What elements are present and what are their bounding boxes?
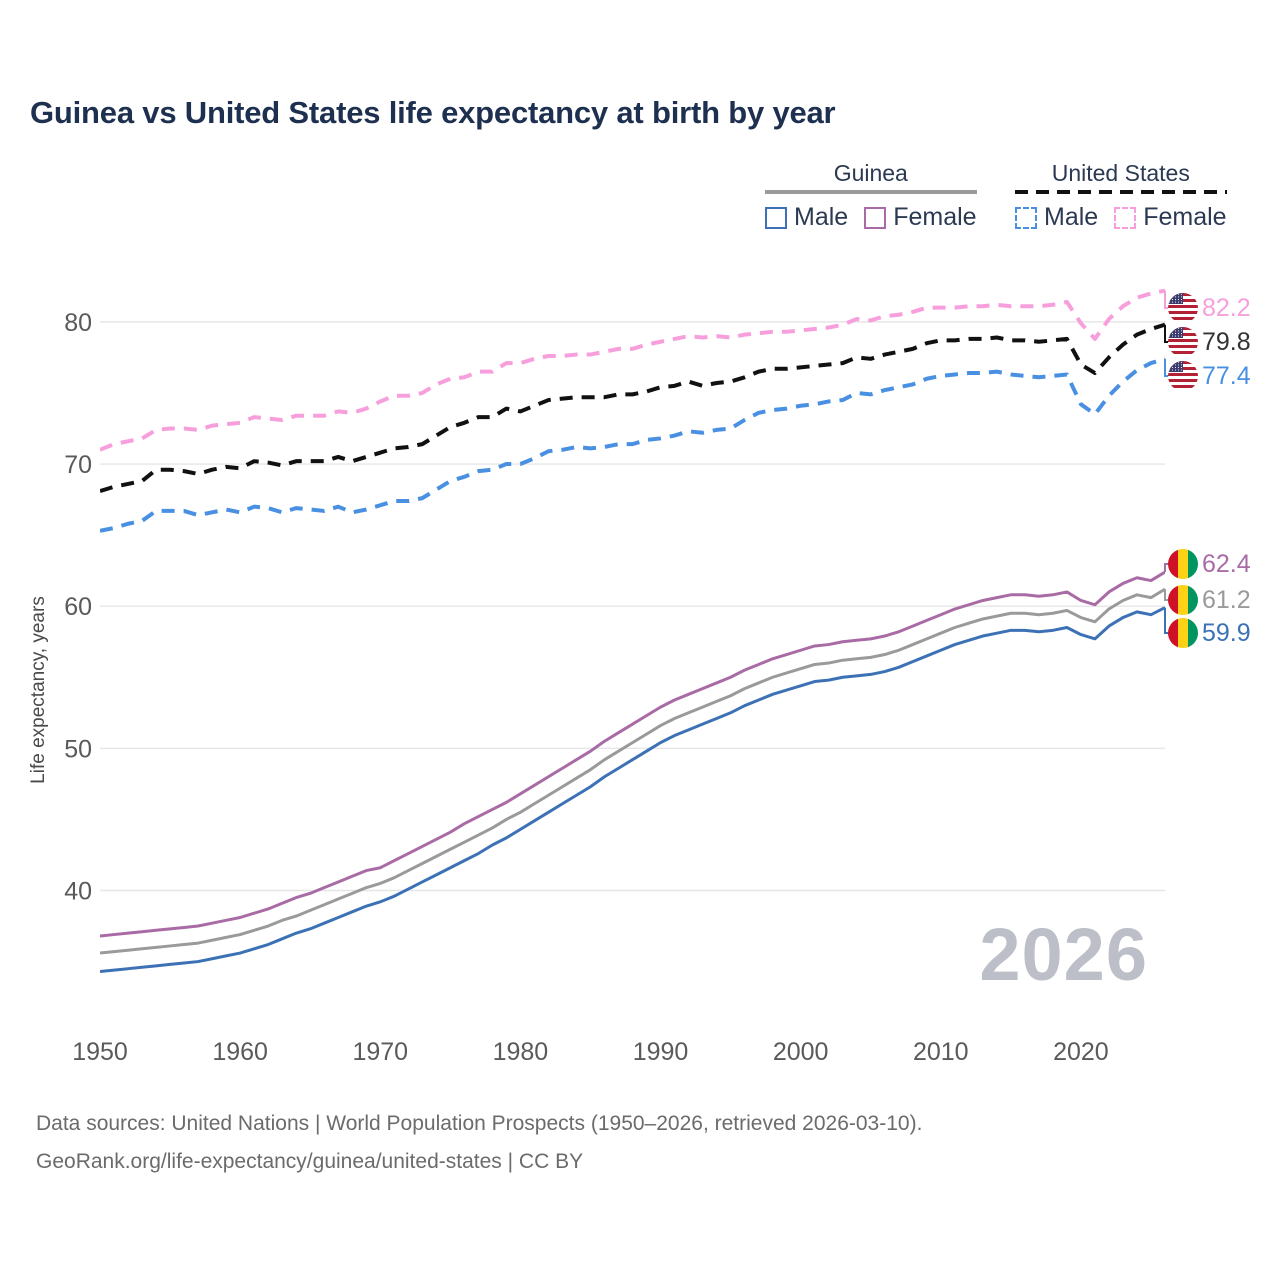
series-line (100, 322, 1165, 493)
end-label: 79.8 (1168, 327, 1251, 357)
y-axis-title: Life expectancy, years (28, 596, 49, 784)
chart-footer: Data sources: United Nations | World Pop… (36, 1105, 922, 1181)
end-label-value: 82.2 (1202, 293, 1251, 322)
x-axis-ticks: 1950 1960 1970 1980 1990 2000 2010 2020 (72, 1038, 1109, 1066)
x-tick-label: 1970 (352, 1038, 408, 1066)
x-tick-label: 2010 (913, 1038, 969, 1066)
legend-swatch-usa-male (1015, 206, 1037, 229)
legend-swatch-usa-female (1114, 206, 1137, 229)
legend-country-united-states: United States (1051, 160, 1190, 186)
year-watermark: 2026 (979, 913, 1148, 996)
legend-label-guinea-male: Male (794, 203, 849, 231)
y-tick-label: 80 (64, 309, 92, 337)
end-label-value: 59.9 (1202, 618, 1251, 647)
guinea-flag-icon (1168, 549, 1198, 579)
series-line (100, 606, 1165, 974)
x-tick-label: 2020 (1053, 1038, 1109, 1066)
legend-group-guinea: Guinea Male Female (765, 160, 977, 232)
legend-item-guinea-male[interactable]: Male (765, 203, 848, 232)
page-title: Guinea vs United States life expectancy … (30, 95, 836, 130)
legend-rule-guinea (765, 190, 977, 194)
flag-canton (1168, 327, 1183, 338)
series-lines (100, 288, 1165, 974)
us-flag-icon (1168, 327, 1198, 357)
legend-rule-united-states (1015, 190, 1227, 194)
flag-canton (1168, 361, 1183, 372)
end-label-value: 61.2 (1202, 585, 1251, 614)
legend-swatch-guinea-female (864, 206, 887, 229)
x-tick-label: 1990 (633, 1038, 689, 1066)
series-line (100, 356, 1165, 533)
legend-item-usa-male[interactable]: Male (1015, 203, 1098, 232)
guinea-flag-icon (1168, 618, 1198, 648)
end-label: 59.9 (1168, 618, 1251, 648)
us-flag-icon (1168, 293, 1198, 323)
series-line (100, 288, 1165, 452)
y-tick-label: 70 (64, 451, 92, 479)
series-line (100, 587, 1165, 955)
y-tick-label: 40 (64, 877, 92, 905)
footer-line-attribution[interactable]: GeoRank.org/life-expectancy/guinea/unite… (36, 1150, 584, 1173)
x-tick-label: 1950 (72, 1038, 128, 1066)
y-axis-ticks: 40 50 60 70 80 (64, 309, 92, 906)
end-label: 77.4 (1168, 361, 1251, 391)
chart-legend: Guinea Male Female United States Male (760, 160, 1255, 240)
y-tick-label: 50 (64, 735, 92, 763)
x-tick-label: 1980 (493, 1038, 549, 1066)
legend-label-usa-male: Male (1044, 203, 1099, 231)
end-label-value: 62.4 (1202, 549, 1251, 578)
legend-item-guinea-female[interactable]: Female (864, 203, 977, 232)
legend-swatch-guinea-male (765, 206, 787, 229)
flag-canton (1168, 293, 1183, 304)
end-label: 62.4 (1168, 549, 1251, 579)
x-tick-label: 1960 (212, 1038, 268, 1066)
legend-group-united-states: United States Male Female (1015, 160, 1227, 232)
legend-country-guinea: Guinea (833, 160, 908, 186)
series-line (100, 570, 1165, 938)
us-flag-icon (1168, 361, 1198, 391)
legend-label-guinea-female: Female (893, 203, 977, 231)
legend-item-usa-female[interactable]: Female (1114, 203, 1227, 232)
end-label-value: 79.8 (1202, 327, 1251, 356)
end-label: 82.2 (1168, 293, 1251, 323)
end-label: 61.2 (1168, 585, 1251, 615)
footer-line-sources: Data sources: United Nations | World Pop… (36, 1112, 923, 1135)
y-tick-label: 60 (64, 593, 92, 621)
guinea-flag-icon (1168, 585, 1198, 615)
end-label-value: 77.4 (1202, 361, 1251, 390)
x-tick-label: 2000 (773, 1038, 829, 1066)
legend-label-usa-female: Female (1143, 203, 1227, 231)
